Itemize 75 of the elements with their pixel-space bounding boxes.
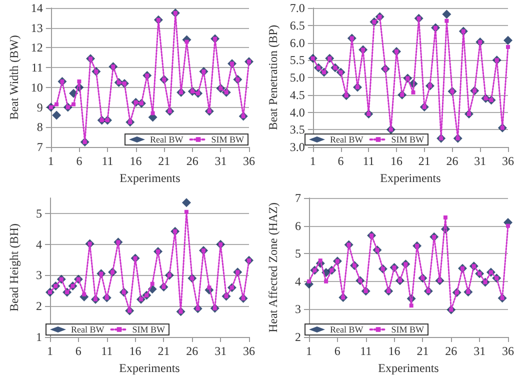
y-tick-label: 4 xyxy=(36,236,42,251)
y-tick-label: 5 xyxy=(36,206,42,220)
legend-label: SIM BW xyxy=(391,324,424,334)
y-tick-label: 14 xyxy=(30,1,43,15)
x-tick-label: 1 xyxy=(310,154,316,168)
x-tick-label: 21 xyxy=(416,344,429,358)
y-tick-label: 5.5 xyxy=(290,53,305,68)
legend-label: Real BW xyxy=(71,324,105,334)
y-tick-label: 3.0 xyxy=(290,140,305,154)
x-tick-label: 21 xyxy=(418,154,430,168)
y-tick-label: 6.0 xyxy=(290,36,305,50)
y-tick-label: 1 xyxy=(36,330,42,344)
y-tick-label: 11 xyxy=(31,60,43,75)
y-tick-label: 7.0 xyxy=(290,1,305,15)
legend-label: Real BW xyxy=(330,134,364,144)
x-axis-title: Experiments xyxy=(378,360,440,374)
y-tick-label: 3 xyxy=(295,302,301,316)
y-tick-label: 4.5 xyxy=(290,88,305,102)
x-axis-title: Experiments xyxy=(380,170,442,185)
x-tick-label: 6 xyxy=(75,344,82,358)
y-tick-label: 4.0 xyxy=(290,105,305,120)
y-tick-label: 6 xyxy=(295,218,301,232)
x-tick-label: 26 xyxy=(186,344,198,358)
y-tick-label: 2 xyxy=(36,298,42,313)
y-tick-label: 8 xyxy=(36,120,43,134)
y-tick-label: 3 xyxy=(36,268,42,282)
x-tick-label: 31 xyxy=(214,344,227,358)
x-tick-label: 31 xyxy=(474,154,486,168)
legend-label: SIM BW xyxy=(211,134,245,144)
x-tick-label: 31 xyxy=(214,154,227,168)
legend-label: SIM BW xyxy=(132,324,166,334)
x-tick-label: 31 xyxy=(474,344,486,358)
y-tick-label: 7 xyxy=(295,190,301,204)
y-tick-label: 4 xyxy=(295,274,301,288)
y-tick-label: 13 xyxy=(30,20,43,35)
x-tick-label: 36 xyxy=(243,344,255,358)
x-tick-label: 16 xyxy=(130,154,142,168)
y-tick-label: 5.0 xyxy=(290,70,305,84)
x-tick-label: 36 xyxy=(243,154,255,168)
legend-label: Real BW xyxy=(330,324,364,334)
x-tick-label: 16 xyxy=(390,154,403,168)
x-tick-label: 6 xyxy=(76,154,82,168)
legend-label: Real BW xyxy=(150,134,184,144)
x-tick-label: 21 xyxy=(158,344,170,358)
x-axis-title: Experiments xyxy=(119,360,180,374)
y-axis-title: Heat Affected Zone (HAZ) xyxy=(266,202,280,332)
x-tick-label: 11 xyxy=(362,154,374,168)
y-tick-label: 7 xyxy=(36,140,43,154)
x-axis-title: Experiments xyxy=(120,170,181,185)
y-tick-label: 12 xyxy=(30,40,43,55)
x-tick-label: 26 xyxy=(186,154,198,168)
x-tick-label: 11 xyxy=(360,344,372,358)
legend-label: SIM BW xyxy=(391,134,424,144)
y-tick-label: 3.5 xyxy=(290,122,305,137)
x-tick-label: 11 xyxy=(102,154,114,168)
x-tick-label: 6 xyxy=(338,154,344,168)
x-tick-label: 1 xyxy=(48,154,54,168)
x-tick-label: 26 xyxy=(446,154,458,168)
y-axis-title: Bead Height (BH) xyxy=(7,223,21,311)
y-tick-label: 2 xyxy=(295,330,301,344)
x-tick-label: 1 xyxy=(47,344,53,358)
y-tick-label: 10 xyxy=(30,80,43,94)
x-tick-label: 36 xyxy=(502,154,514,168)
x-tick-label: 11 xyxy=(101,344,113,358)
x-tick-label: 36 xyxy=(502,344,514,358)
x-tick-label: 26 xyxy=(445,344,458,358)
y-tick-label: 5 xyxy=(295,246,301,260)
x-tick-label: 16 xyxy=(388,344,400,358)
x-tick-label: 16 xyxy=(129,344,142,358)
y-tick-label: 9 xyxy=(36,100,43,114)
y-axis-title: Beat Width (BW) xyxy=(7,35,21,120)
x-tick-label: 6 xyxy=(334,344,340,358)
y-tick-label: 6.5 xyxy=(290,18,305,32)
y-axis-title: Beat Penetration (BP) xyxy=(266,24,280,130)
x-tick-label: 21 xyxy=(158,154,170,168)
